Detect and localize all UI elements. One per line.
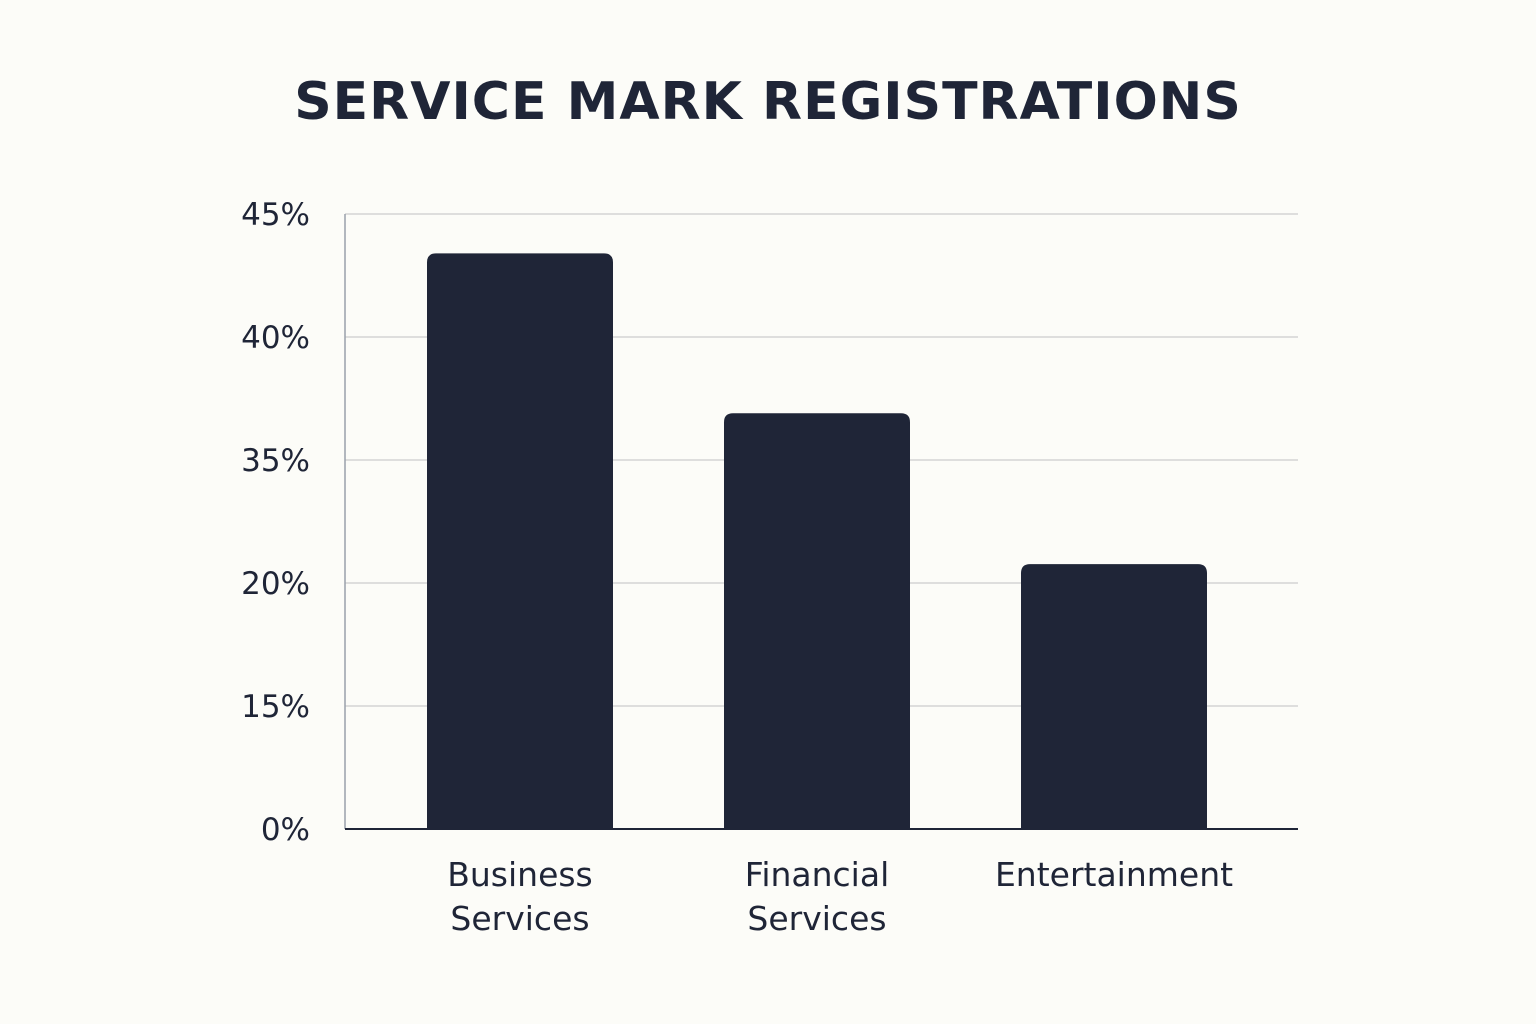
x-category-label: Business [447,855,593,894]
x-category-label: Services [450,899,589,938]
y-tick-label: 0% [261,812,310,848]
x-category-label: Entertainment [995,855,1233,894]
axes [344,214,1298,830]
y-tick-label: 15% [241,689,310,725]
bars [427,253,1207,830]
bar [1021,564,1207,829]
bar [724,413,910,829]
y-tick-label: 45% [241,197,310,233]
y-tick-label: 20% [241,566,310,602]
x-category-label: Financial [745,855,890,894]
y-tick-label: 35% [241,443,310,479]
bar [427,253,613,830]
chart-title: SERVICE MARK REGISTRATIONS [294,72,1242,132]
y-tick-label: 40% [241,320,310,356]
labels: 0% 15% 20% 35% 40% 45% Business Services Financi… [241,197,1233,938]
x-category-label: Services [747,899,886,938]
